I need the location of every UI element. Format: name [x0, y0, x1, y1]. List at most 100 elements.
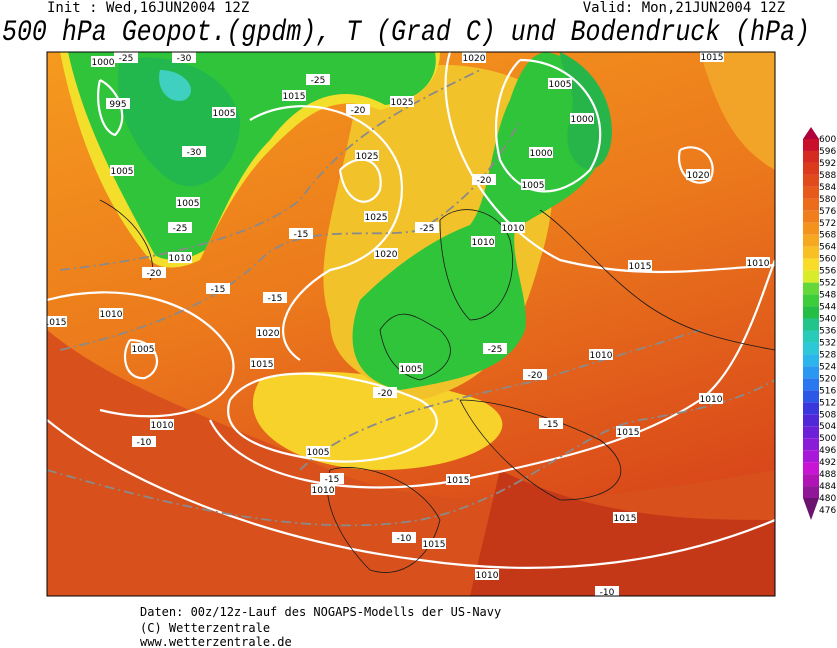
colorbar-label: 552	[819, 279, 836, 289]
isotherm-label: -30	[187, 148, 202, 158]
isobar-label-box	[475, 569, 499, 580]
isotherm-label-box	[373, 387, 397, 398]
colorbar-swatch	[803, 282, 819, 295]
isobar-label: 1010	[476, 571, 499, 581]
colorbar-label: 496	[819, 446, 836, 456]
isotherm-line	[299, 329, 701, 471]
colorbar-swatch	[803, 198, 819, 211]
isotherm-label-box	[142, 267, 166, 278]
isobar-label: 1015	[701, 53, 724, 63]
footer-line: www.wetterzentrale.de	[140, 635, 292, 648]
isobar-label: 1015	[423, 540, 446, 550]
coastlines	[99, 199, 775, 573]
cold-core-center	[159, 70, 191, 101]
isobar-label: 1010	[151, 421, 174, 431]
coastline	[539, 209, 775, 351]
colorbar-swatch	[803, 474, 819, 487]
isotherm-label-box	[132, 436, 156, 447]
colorbar-label: 580	[819, 195, 836, 205]
colorbar-label: 548	[819, 291, 836, 301]
isotherm-label-box	[539, 418, 563, 429]
isobar-label-box	[628, 260, 652, 271]
isotherm-label-box	[168, 222, 192, 233]
isobar-label: 1010	[100, 310, 123, 320]
isobar-label: 1005	[400, 365, 423, 375]
isobar-label-box	[613, 512, 637, 523]
colorbar-label: 480	[819, 494, 836, 504]
isobar-label: 995	[109, 100, 126, 110]
isobar-label: 1020	[463, 54, 486, 64]
colorbar-swatch	[803, 139, 819, 151]
isobar-label-box	[422, 538, 446, 549]
colorbar-label: 532	[819, 338, 836, 348]
isobar-line	[249, 105, 403, 361]
colorbar-swatch	[803, 294, 819, 307]
isobar-label-box	[471, 236, 495, 247]
isotherm-label-box	[206, 283, 230, 294]
footer-line: Daten: 00z/12z-Lauf des NOGAPS-Modells d…	[140, 605, 501, 619]
isotherm-label: -10	[137, 438, 152, 448]
isobar-label-box	[548, 78, 572, 89]
isotherm-label-box	[392, 532, 416, 543]
colorbar-label: 564	[819, 243, 836, 253]
isotherm-label: -25	[420, 224, 435, 234]
isobar-label-box	[462, 52, 486, 63]
isobar-label-box	[282, 90, 306, 101]
isobar-label-box	[311, 484, 335, 495]
colorbar-label: 596	[819, 147, 836, 157]
colorbar-swatch	[803, 486, 819, 499]
footer-line: (C) Wetterzentrale	[140, 621, 270, 635]
colorbar-label: 484	[819, 482, 836, 492]
isobar-label-box	[250, 358, 274, 369]
isobar-label: 1015	[44, 318, 67, 328]
isobar-label-box	[99, 308, 123, 319]
isobar-line	[227, 372, 438, 463]
colorbar-swatch	[803, 342, 819, 355]
isobar-label-box	[131, 343, 155, 354]
isotherm-label: -20	[351, 106, 366, 116]
isobar-label-box	[570, 113, 594, 124]
isobar-label-box	[399, 363, 423, 374]
isotherm-label: -15	[211, 285, 226, 295]
colorbar-swatch	[803, 306, 819, 319]
colorbar-label: 544	[819, 303, 836, 313]
isobar-label-box	[212, 107, 236, 118]
isobar-line	[209, 259, 775, 489]
colorbar-label: 584	[819, 183, 836, 193]
colorbar-swatch	[803, 234, 819, 247]
colorbar-label: 536	[819, 326, 836, 336]
isotherm-line	[47, 379, 775, 527]
isotherm-label: -20	[528, 371, 543, 381]
colorbar-swatch	[803, 414, 819, 427]
colorbar-swatch	[803, 462, 819, 475]
isobar-label: 1005	[307, 448, 330, 458]
isobar-label-box	[106, 98, 130, 109]
colorbar: 600 596 592 588 584 580 576 572 568 564 560 556 552 5…	[803, 127, 836, 520]
colorbar-label: 568	[819, 231, 836, 241]
colorbar-swatch	[803, 150, 819, 163]
colorbar-label: 476	[819, 506, 836, 516]
colorbar-swatch	[803, 162, 819, 175]
colorbar-label: 492	[819, 458, 836, 468]
colorbar-swatch	[803, 426, 819, 439]
coastline	[327, 467, 441, 573]
colorbar-swatch	[803, 258, 819, 271]
isobar-label-box	[47, 316, 67, 327]
colorbar-label: 500	[819, 434, 836, 444]
isotherm-label: -15	[294, 230, 309, 240]
isobars	[47, 52, 775, 569]
map-frame	[46, 51, 776, 597]
isobar-label-box	[700, 52, 724, 62]
isotherm-label: -25	[173, 224, 188, 234]
colorbar-label: 524	[819, 362, 836, 372]
isotherm-label: -15	[268, 294, 283, 304]
isotherm-label-box	[483, 343, 507, 354]
isotherm-label-box	[320, 473, 344, 484]
colorbar-swatch	[803, 366, 819, 379]
isobar-label: 1025	[391, 98, 414, 108]
isotherm-label: -20	[477, 176, 492, 186]
isobar-label: 1000	[92, 58, 115, 68]
colorbar-swatch	[803, 354, 819, 367]
colorbar-swatch	[803, 378, 819, 391]
isobar-label: 1010	[312, 486, 335, 496]
